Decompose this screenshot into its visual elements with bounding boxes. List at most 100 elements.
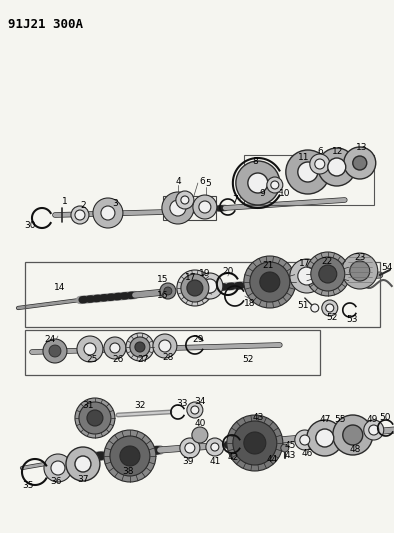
Text: 17: 17 <box>299 260 310 269</box>
Circle shape <box>75 210 85 220</box>
Text: 34: 34 <box>194 398 206 407</box>
Circle shape <box>180 438 200 458</box>
Text: 22: 22 <box>321 256 333 265</box>
Text: 16: 16 <box>157 292 169 301</box>
Text: 52: 52 <box>326 312 338 321</box>
Circle shape <box>187 280 203 296</box>
Circle shape <box>364 420 384 440</box>
Bar <box>244 155 374 205</box>
Circle shape <box>233 421 277 465</box>
Circle shape <box>319 265 337 283</box>
Circle shape <box>322 300 338 316</box>
Text: 45: 45 <box>284 441 296 450</box>
Circle shape <box>176 191 194 209</box>
Text: 50: 50 <box>379 414 390 423</box>
Circle shape <box>43 339 67 363</box>
Circle shape <box>298 162 318 182</box>
Circle shape <box>316 429 334 447</box>
Circle shape <box>159 340 171 352</box>
Circle shape <box>71 206 89 224</box>
Text: 26: 26 <box>112 354 124 364</box>
Circle shape <box>110 436 150 476</box>
Circle shape <box>181 274 209 302</box>
Text: 19: 19 <box>199 270 211 279</box>
Circle shape <box>101 206 115 220</box>
Text: 54: 54 <box>381 263 392 272</box>
Circle shape <box>244 256 296 308</box>
Bar <box>25 262 380 327</box>
Circle shape <box>286 150 330 194</box>
Text: 41: 41 <box>209 456 221 465</box>
Text: 21: 21 <box>262 261 273 270</box>
Text: 18: 18 <box>244 298 256 308</box>
Bar <box>25 330 320 375</box>
Circle shape <box>353 156 367 170</box>
Circle shape <box>110 343 120 353</box>
Circle shape <box>343 425 363 445</box>
Text: 33: 33 <box>176 399 188 408</box>
Text: 55: 55 <box>334 416 346 424</box>
Text: 6: 6 <box>317 148 323 157</box>
Text: 1: 1 <box>62 198 68 206</box>
Circle shape <box>51 461 65 475</box>
Circle shape <box>260 272 280 292</box>
Text: 43: 43 <box>284 450 296 459</box>
Circle shape <box>185 443 195 453</box>
Circle shape <box>177 270 213 306</box>
Circle shape <box>315 159 325 169</box>
Circle shape <box>192 427 208 443</box>
Circle shape <box>307 420 343 456</box>
Circle shape <box>236 161 280 205</box>
Circle shape <box>203 279 217 293</box>
Text: 31: 31 <box>82 400 94 409</box>
Text: 13: 13 <box>356 143 368 152</box>
Circle shape <box>342 253 378 289</box>
Circle shape <box>77 336 103 362</box>
Circle shape <box>104 430 156 482</box>
Circle shape <box>344 147 376 179</box>
Circle shape <box>318 148 356 186</box>
Circle shape <box>211 443 219 451</box>
Text: 12: 12 <box>332 148 344 157</box>
Circle shape <box>79 402 111 434</box>
Circle shape <box>311 257 345 291</box>
Text: 39: 39 <box>182 456 193 465</box>
Text: 37: 37 <box>77 475 89 484</box>
Text: 11: 11 <box>298 152 310 161</box>
Circle shape <box>193 195 217 219</box>
Circle shape <box>104 337 126 359</box>
Text: 52: 52 <box>242 356 253 365</box>
Text: 28: 28 <box>162 352 174 361</box>
Text: 47: 47 <box>319 416 331 424</box>
Text: 3: 3 <box>112 198 118 207</box>
Text: 9: 9 <box>259 189 265 198</box>
Text: 25: 25 <box>86 356 98 365</box>
Text: 5: 5 <box>205 180 211 189</box>
Text: 36: 36 <box>50 478 62 487</box>
Text: 4: 4 <box>175 177 181 187</box>
Circle shape <box>162 192 194 224</box>
Circle shape <box>310 154 330 174</box>
Text: 51: 51 <box>297 302 309 311</box>
Circle shape <box>75 456 91 472</box>
Circle shape <box>300 435 310 445</box>
Circle shape <box>170 200 186 216</box>
Text: 29: 29 <box>192 335 204 343</box>
Circle shape <box>120 446 140 466</box>
Text: 38: 38 <box>122 467 134 477</box>
Text: 49: 49 <box>366 416 377 424</box>
Text: 10: 10 <box>279 189 290 198</box>
Circle shape <box>290 259 324 293</box>
Circle shape <box>191 406 199 414</box>
Circle shape <box>227 415 283 471</box>
Circle shape <box>75 398 115 438</box>
Text: 27: 27 <box>137 356 149 365</box>
Circle shape <box>181 196 189 204</box>
Text: 2: 2 <box>80 200 86 209</box>
Circle shape <box>281 444 289 452</box>
Circle shape <box>350 261 370 281</box>
Circle shape <box>206 438 224 456</box>
Circle shape <box>84 343 96 355</box>
Text: 30: 30 <box>24 221 36 230</box>
Circle shape <box>199 201 211 213</box>
